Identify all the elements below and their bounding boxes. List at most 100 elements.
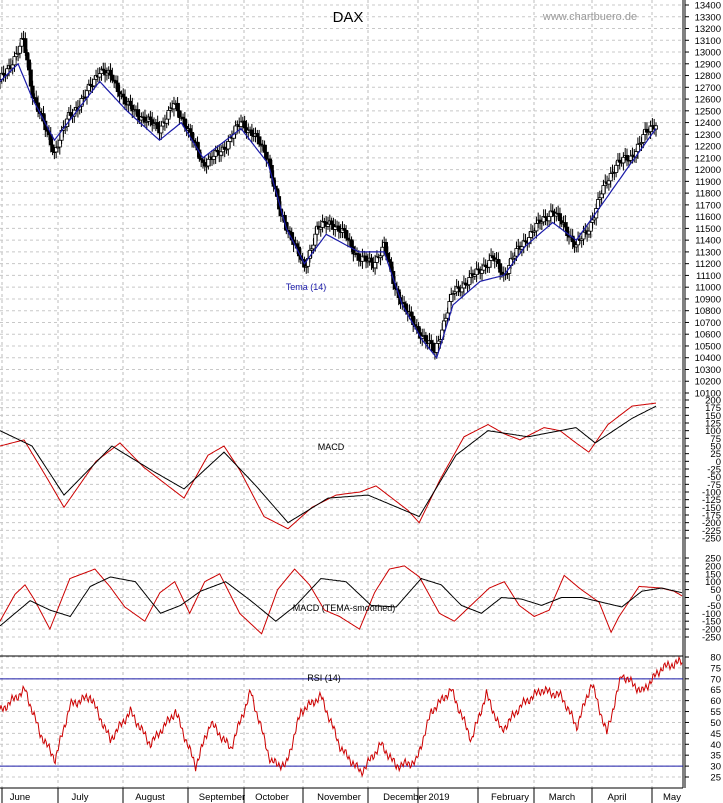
candle-body [219,151,224,156]
candle-body [148,116,153,121]
rsi-tick-label: 40 [710,740,721,751]
price-tick-label: 11400 [695,236,721,247]
candle-body [108,69,113,76]
month-label: September [199,792,245,803]
macd-panel [0,402,657,530]
candle-body [249,129,254,136]
candle-body [166,109,171,120]
tema-label: Tema (14) [286,282,327,292]
price-tick-label: 10100 [695,389,721,400]
price-tick-label: 10900 [695,294,721,305]
candle-body [621,156,626,164]
price-tick-label: 11200 [695,259,721,270]
macd-tick-label: -250 [702,534,721,545]
price-tick-label: 12700 [695,83,721,94]
month-label: May [663,792,681,803]
macd-smoothed-black-line [0,576,683,627]
candle-body [547,216,552,222]
price-tick-label: 13300 [695,12,721,23]
candle-body [115,82,120,93]
month-label: October [255,792,289,803]
grid [0,0,684,789]
candle-body [175,102,180,112]
month-label: February [491,792,529,803]
macd-black-line [0,405,657,524]
candle-body [128,100,133,106]
macd-tick-label: -50 [707,472,721,483]
candle-body [601,185,606,195]
price-tick-label: 10300 [695,365,721,376]
price-tick-label: 11900 [695,177,721,188]
price-tick-label: 13400 [695,1,721,12]
price-tick-label: 12800 [695,71,721,82]
candle-body [496,258,501,265]
candle-body [68,112,73,116]
macd-tick-label: 25 [710,449,721,460]
candle-body [159,125,164,134]
rsi-tick-label: 65 [710,685,721,696]
rsi-label: RSI (14) [307,673,341,683]
macd-tick-label: -100 [702,488,721,499]
month-label: March [549,792,575,803]
candle-body [383,242,388,254]
macd-smoothed-red-line [0,565,683,635]
candle-body [606,180,611,185]
candle-body [155,122,160,130]
rsi-tick-label: 80 [710,653,721,664]
price-tick-label: 10500 [695,341,721,352]
source-label: www.chartbuero.de [542,11,637,23]
rsi-tick-label: 70 [710,674,721,685]
candle-body [34,97,39,104]
macd-tick-label: 200 [705,396,721,407]
rsi-tick-label: 75 [710,663,721,674]
macd-tick-label: -125 [702,495,721,506]
price-tick-label: 10600 [695,330,721,341]
candle-body [423,335,428,342]
candle-body [467,277,472,286]
rsi-panel [0,655,683,778]
candle-body [356,253,361,261]
macd-smoothed-tick-label: 0 [716,593,721,604]
macd-smoothed-tick-label: 200 [705,561,721,572]
rsi-tick-label: 45 [710,729,721,740]
candle-body [121,93,126,98]
candle-body [12,56,17,66]
rsi-tick-label: 50 [710,718,721,729]
price-tick-label: 11100 [696,271,721,282]
macd-tick-label: 175 [705,403,721,414]
candle-body [409,311,414,317]
candle-body [177,110,182,119]
price-tick-label: 12500 [695,106,721,117]
price-panel [0,30,659,360]
chart-title: DAX [333,9,364,26]
candle-body [431,342,436,352]
candle-body [599,193,604,199]
month-label: August [135,792,165,803]
price-tick-label: 10200 [695,377,721,388]
macd-tick-label: 75 [710,434,721,445]
macd-tick-label: -175 [702,511,721,522]
price-tick-label: 12200 [695,142,721,153]
macd-smoothed-tick-label: -100 [702,609,721,620]
price-tick-label: 12400 [695,118,721,129]
candle-body [26,59,31,71]
candle-body [373,262,378,269]
candle-body [23,38,28,53]
macd-tick-label: 125 [705,419,721,430]
candle-body [336,225,341,232]
candle-body [364,255,369,262]
price-tick-label: 11600 [695,212,721,223]
candle-body [460,287,465,293]
candle-body [596,199,601,209]
right-axis: 1340013300132001310013000129001280012700… [684,0,721,788]
price-tick-label: 10800 [695,306,721,317]
price-tick-label: 12000 [695,165,721,176]
macd-smoothed-tick-label: 100 [705,577,721,588]
candle-body [239,121,244,127]
candle-body [434,342,439,353]
candle-body [487,259,492,268]
macd-red-line [0,402,657,530]
macd-smoothed-panel [0,565,683,635]
